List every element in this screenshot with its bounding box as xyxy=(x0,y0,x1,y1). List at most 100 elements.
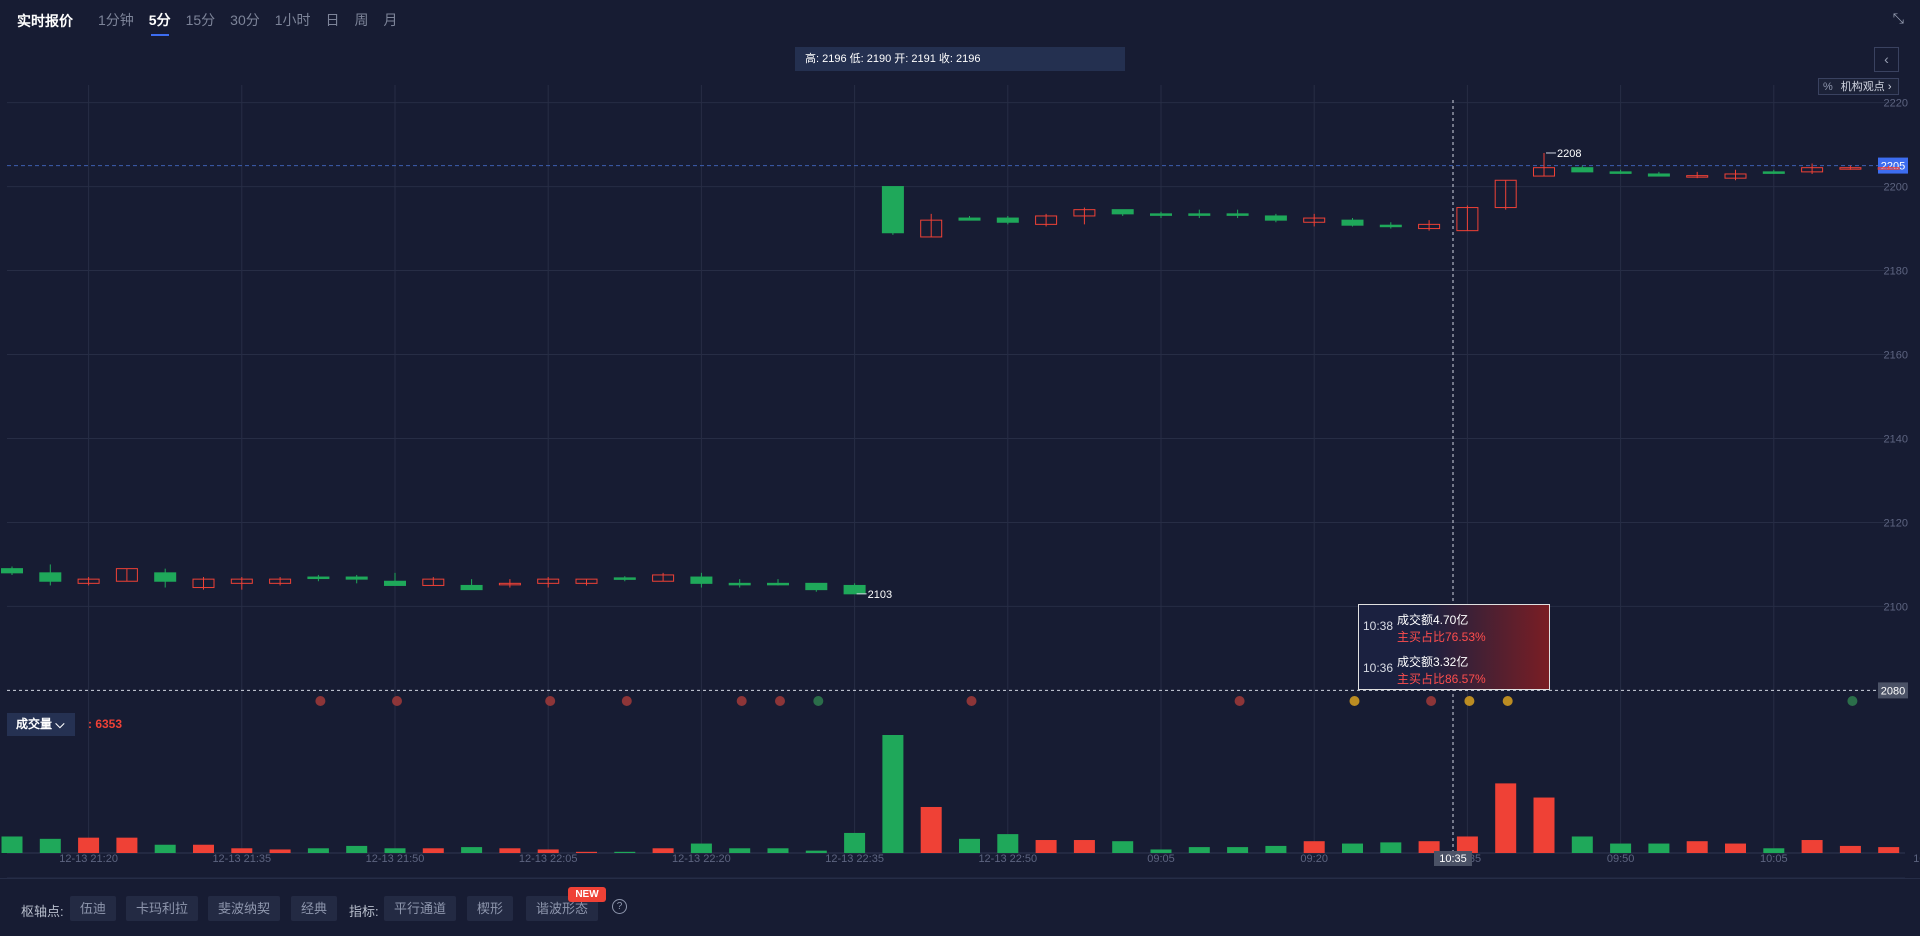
volume-selector[interactable]: 成交量 ⌵ xyxy=(7,713,75,736)
volume-bar xyxy=(959,838,980,853)
institution-view-button[interactable]: % 机构观点 › xyxy=(1818,78,1899,95)
candle-body xyxy=(154,572,177,582)
x-tick-label: 10:05 xyxy=(1760,853,1788,865)
new-badge: NEW xyxy=(568,887,606,902)
candle-body xyxy=(728,582,751,586)
candle-body xyxy=(77,578,100,584)
volume-bar xyxy=(1878,847,1900,853)
candlestick-chart[interactable]: 2100 2120 2140 2160 2180 2200 2220 12-13 21:20 1… xyxy=(0,0,1920,878)
volume-bar xyxy=(1610,843,1632,853)
event-marker xyxy=(966,696,977,706)
x-tick-label: 12-13 22:50 xyxy=(978,853,1037,865)
page-title: 实时报价 xyxy=(17,13,73,29)
pivot-woodie-button[interactable]: 伍迪 xyxy=(70,896,117,921)
crosshair-price-tag xyxy=(1878,682,1908,699)
top-bar: 实时报价 1分钟 5分 15分 30分 1小时日周月 ⤡ xyxy=(0,0,1920,38)
volume-bar xyxy=(78,837,100,853)
tooltip-time: 10:38 xyxy=(1363,619,1394,633)
candle-body xyxy=(498,582,521,586)
candle-body xyxy=(920,219,943,238)
candle-body xyxy=(1379,224,1402,228)
tab-period[interactable]: 1小时 xyxy=(274,12,311,28)
tab-period[interactable]: 周 xyxy=(354,12,369,28)
candle-body xyxy=(345,576,368,580)
candle-body xyxy=(460,584,483,591)
tab-period[interactable]: 月 xyxy=(383,12,398,28)
candle-body xyxy=(537,578,560,584)
tab-period[interactable]: 30分 xyxy=(230,12,260,28)
ohlc-info-bar: 高: 2196 低: 2190 开: 2191 收: 2196 xyxy=(795,47,1125,71)
volume-bar xyxy=(231,848,253,853)
tab-period[interactable]: 1分钟 xyxy=(98,12,134,28)
volume-bar xyxy=(1,836,23,853)
pivot-fibonacci-button[interactable]: 斐波纳契 xyxy=(208,896,281,921)
candle-body xyxy=(1,568,23,574)
tooltip-amount: 成交额4.70亿 xyxy=(1397,613,1469,627)
pivot-classic-button[interactable]: 经典 xyxy=(291,896,338,921)
tooltip-ratio: 主买占比86.57% xyxy=(1397,672,1486,686)
volume-bar xyxy=(1801,840,1823,853)
tab-period[interactable]: 15分 xyxy=(185,12,216,28)
volume-bar xyxy=(1265,845,1287,853)
x-tick-label: 09:50 xyxy=(1607,853,1635,865)
tooltip-ratio: 主买占比76.53% xyxy=(1397,630,1486,644)
candle-body xyxy=(192,578,215,589)
candle-body xyxy=(996,217,1019,223)
event-marker xyxy=(1234,696,1245,706)
candle-body xyxy=(1341,219,1364,226)
volume-bar xyxy=(39,838,61,853)
pivot-camarilla-button[interactable]: 卡玛利拉 xyxy=(126,896,199,921)
tab-period[interactable]: 日 xyxy=(325,12,340,28)
candle-body xyxy=(422,578,445,586)
indicator-label: 指标: xyxy=(349,904,379,919)
volume-bar xyxy=(729,848,751,853)
y-tick-label: 2200 xyxy=(1884,182,1908,194)
y-tick-label: 2120 xyxy=(1884,517,1908,529)
candle-body xyxy=(1533,167,1555,177)
candle-body xyxy=(1686,175,1709,178)
tooltip-amount: 成交额3.32亿 xyxy=(1397,655,1469,669)
x-tick-label: 09:05 xyxy=(1147,853,1175,865)
volume-bar xyxy=(346,845,368,853)
help-icon[interactable]: ? xyxy=(612,899,627,914)
collapse-panel-button[interactable]: ‹ xyxy=(1874,47,1899,72)
candle-body xyxy=(115,568,138,582)
crosshair-time-label: 10:35 xyxy=(1439,853,1467,865)
wedge-button[interactable]: 楔形 xyxy=(467,896,514,921)
volume-bar xyxy=(307,848,329,853)
x-tick-label: 12-13 21:20 xyxy=(59,853,118,865)
candle-body xyxy=(1571,167,1594,173)
volume-bar xyxy=(1686,841,1708,853)
parallel-channel-button[interactable]: 平行通道 xyxy=(384,896,457,921)
candle-body xyxy=(1456,207,1479,232)
y-tick-label: 2160 xyxy=(1884,350,1908,362)
x-tick-label: 12-13 22:20 xyxy=(672,853,731,865)
tooltip-row: 10:38 成交额4.70亿 主买占比76.53% xyxy=(1359,605,1549,647)
percent-toggle[interactable]: % xyxy=(1823,81,1833,93)
event-marker xyxy=(392,696,402,706)
volume-bar xyxy=(1112,841,1134,853)
event-marker xyxy=(813,696,824,706)
candle-body xyxy=(1264,215,1287,221)
shrink-icon[interactable]: ⤡ xyxy=(1892,10,1904,26)
volume-bar xyxy=(1571,836,1593,853)
volume-bar xyxy=(920,806,942,853)
candle-body xyxy=(1303,217,1326,223)
x-tick-label: 10:20 xyxy=(1913,853,1920,865)
chevron-right-icon: › xyxy=(1884,81,1892,93)
tooltip-row: 10:36 成交额3.32亿 主买占比86.57% xyxy=(1359,647,1549,689)
volume-bar xyxy=(997,834,1019,853)
candle-body xyxy=(1724,173,1747,179)
event-marker xyxy=(1464,696,1475,706)
candle-body xyxy=(1839,167,1862,170)
candle-body xyxy=(958,217,981,221)
candle-body xyxy=(1150,213,1172,216)
volume-bar xyxy=(1648,843,1670,853)
volume-bar xyxy=(116,837,138,853)
y-tick-label: 2220 xyxy=(1884,98,1908,110)
candle-body xyxy=(881,186,904,234)
volume-bar xyxy=(882,735,904,853)
tab-period[interactable]: 5分 xyxy=(148,12,171,36)
volume-bar xyxy=(193,844,214,853)
volume-bar xyxy=(499,848,521,853)
